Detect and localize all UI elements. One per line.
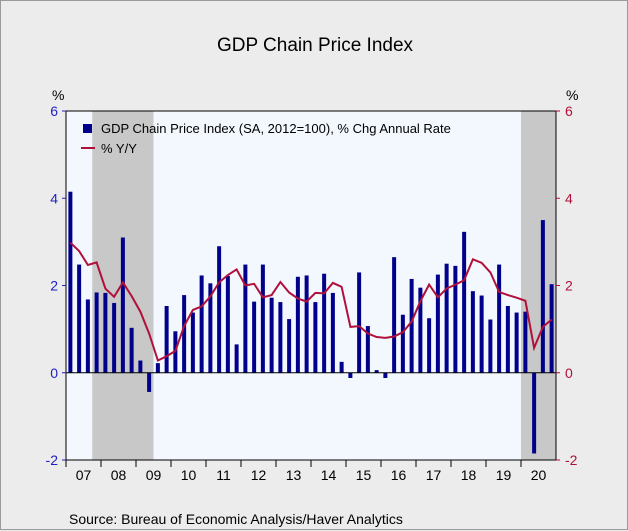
x-tick-label: 12 [251,467,267,483]
bar [68,191,73,373]
x-tick-label: 17 [426,467,442,483]
bar [549,284,554,373]
bar [339,361,344,373]
bar [365,326,370,373]
bar [217,246,222,373]
bar [462,231,467,373]
x-tick-label: 09 [146,467,162,483]
x-tick-label: 11 [216,467,231,483]
bar [252,301,257,373]
bar [243,264,248,373]
bar [479,295,484,373]
bar [435,274,440,373]
left-tick-label: 4 [50,190,58,206]
bar [409,278,414,373]
bar [505,306,510,373]
left-tick-label: 2 [50,278,58,294]
right-tick-label: 0 [565,365,573,381]
bar [208,283,213,373]
bar [313,302,318,373]
bar [348,372,353,378]
bar [418,287,423,373]
bar [523,311,528,373]
x-tick-label: 08 [111,467,127,483]
right-tick-label: -2 [565,452,578,468]
x-tick-label: 14 [321,467,337,483]
bar [112,302,117,373]
right-tick-label: 6 [565,103,573,119]
bar [234,344,239,373]
x-tick-label: 20 [531,467,547,483]
x-tick-label: 10 [181,467,197,483]
bar [190,312,195,373]
bar [260,264,265,373]
bar [470,291,475,373]
bar [497,264,502,373]
bar [164,306,169,373]
bar [85,299,90,373]
bar [444,263,449,373]
x-tick-label: 13 [286,467,302,483]
bar [155,363,160,373]
bar [129,327,134,373]
x-tick-label: 18 [461,467,477,483]
bar [453,265,458,373]
right-tick-label: 4 [565,190,573,206]
bar [540,220,545,373]
left-unit-label: % [52,87,64,103]
left-tick-label: 6 [50,103,58,119]
bar [287,319,292,373]
bar [330,292,335,373]
bar [392,257,397,373]
bar [514,312,519,373]
bar [304,275,309,373]
bar [532,372,537,454]
x-tick-label: 15 [356,467,372,483]
bar [225,275,230,373]
x-tick-label: 07 [76,467,92,483]
legend-bar-label: GDP Chain Price Index (SA, 2012=100), % … [101,121,451,136]
bar [278,302,283,373]
legend-bar-swatch [83,124,92,133]
bar [374,370,379,373]
right-unit-label: % [566,87,578,103]
bar [138,360,143,373]
bar [295,276,300,373]
bar [357,272,362,373]
bar [400,314,405,373]
x-tick-label: 19 [496,467,512,483]
bar [77,264,82,373]
bar [120,237,125,373]
left-tick-label: -2 [46,452,59,468]
bar [322,273,327,373]
right-tick-label: 2 [565,278,573,294]
bar [427,318,432,373]
source-note: Source: Bureau of Economic Analysis/Have… [69,511,403,527]
left-tick-label: 0 [50,365,58,381]
bar [103,292,108,373]
bar [269,297,274,373]
chart-title: GDP Chain Price Index [217,35,414,56]
yoy-line [69,241,553,362]
bar [94,292,99,373]
bar [147,372,152,392]
bar [488,319,493,373]
bar [199,275,204,373]
legend-line-label: % Y/Y [101,141,137,156]
bar [182,295,187,373]
x-tick-label: 16 [391,467,407,483]
bar [383,372,388,378]
